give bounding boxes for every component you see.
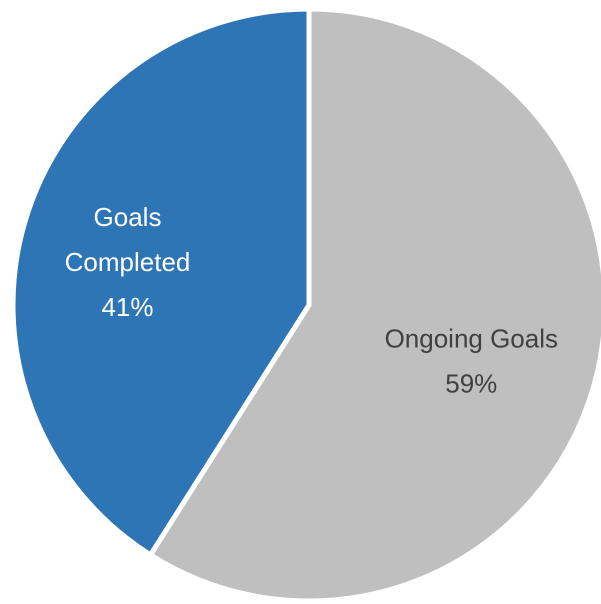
slice-label-goals-completed: Goals Completed 41% [65, 202, 191, 322]
pie-slices [10, 6, 601, 604]
pie-slice-ongoing-goals [146, 6, 601, 604]
slice-category-label: Ongoing Goals [385, 324, 558, 354]
slice-category-label: Goals [94, 202, 162, 232]
pie-slice-goals-completed [10, 6, 312, 559]
slice-percent-label: 59% [445, 369, 497, 399]
slice-category-label: Completed [65, 247, 191, 277]
slice-label-ongoing-goals: Ongoing Goals 59% [385, 324, 558, 399]
slice-percent-label: 41% [101, 292, 153, 322]
pie-labels: Ongoing Goals 59% Goals Completed 41% [65, 202, 558, 399]
